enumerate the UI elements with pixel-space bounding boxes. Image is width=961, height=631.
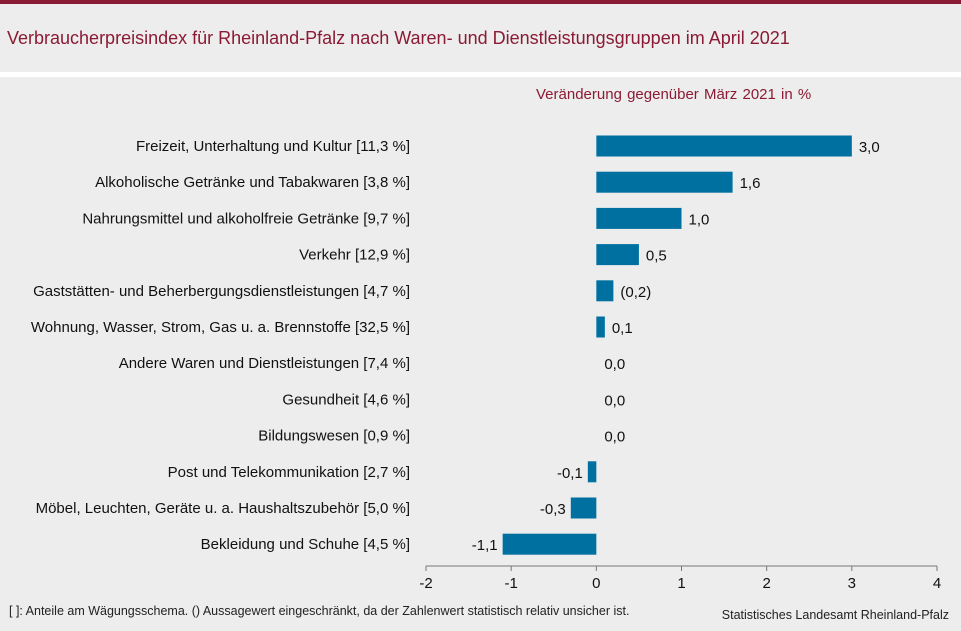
category-label: Post und Telekommunikation [2,7 %]	[168, 464, 410, 481]
data-label: 0,0	[604, 429, 625, 446]
category-label: Alkoholische Getränke und Tabakwaren [3,…	[95, 174, 410, 191]
x-tick-label: 4	[933, 575, 941, 592]
category-label: Gaststätten- und Beherbergungsdienstleis…	[33, 283, 410, 300]
bar	[587, 461, 597, 483]
data-label: 3,0	[859, 139, 880, 156]
data-label: 1,0	[689, 211, 710, 228]
data-label: -1,1	[472, 537, 498, 554]
category-label: Möbel, Leuchten, Geräte u. a. Haushaltsz…	[36, 500, 410, 517]
footnote: [ ]: Anteile am Wägungsschema. () Aussag…	[9, 604, 630, 618]
data-label: 0,0	[604, 356, 625, 373]
source-note: Statistisches Landesamt Rheinland-Pfalz	[721, 608, 949, 622]
bar	[596, 135, 852, 157]
category-label: Gesundheit [4,6 %]	[282, 391, 410, 408]
category-label: Bekleidung und Schuhe [4,5 %]	[201, 536, 410, 553]
category-label: Wohnung, Wasser, Strom, Gas u. a. Brenns…	[31, 319, 410, 336]
data-label: (0,2)	[620, 284, 651, 301]
category-label: Andere Waren und Dienstleistungen [7,4 %…	[119, 355, 410, 372]
category-label: Verkehr [12,9 %]	[299, 247, 410, 264]
x-tick-label: 2	[762, 575, 770, 592]
category-label: Nahrungsmittel und alkoholfreie Getränke…	[82, 210, 410, 227]
data-label: 0,0	[604, 392, 625, 409]
chart-subtitle: Veränderung gegenüber März 2021 in %	[536, 86, 812, 103]
x-tick-label: 3	[848, 575, 856, 592]
bar	[570, 497, 597, 519]
bar	[596, 171, 733, 193]
x-tick-label: 1	[677, 575, 685, 592]
bar	[596, 207, 682, 229]
data-label: -0,3	[540, 501, 566, 518]
data-label: 0,1	[612, 320, 633, 337]
bar	[502, 533, 597, 555]
category-label: Freizeit, Unterhaltung und Kultur [11,3 …	[136, 138, 410, 155]
x-tick-label: -2	[419, 575, 432, 592]
x-tick-label: 0	[592, 575, 600, 592]
data-label: 1,6	[740, 175, 761, 192]
chart-title: Verbraucherpreisindex für Rheinland-Pfal…	[7, 28, 790, 48]
category-label: Bildungswesen [0,9 %]	[258, 428, 410, 445]
data-label: 0,5	[646, 248, 667, 265]
title-separator	[0, 72, 961, 77]
bar	[596, 244, 639, 266]
bar	[596, 316, 605, 338]
top-accent-bar	[0, 0, 961, 4]
bar	[596, 280, 614, 302]
x-tick-label: -1	[504, 575, 517, 592]
data-label: -0,1	[557, 465, 583, 482]
